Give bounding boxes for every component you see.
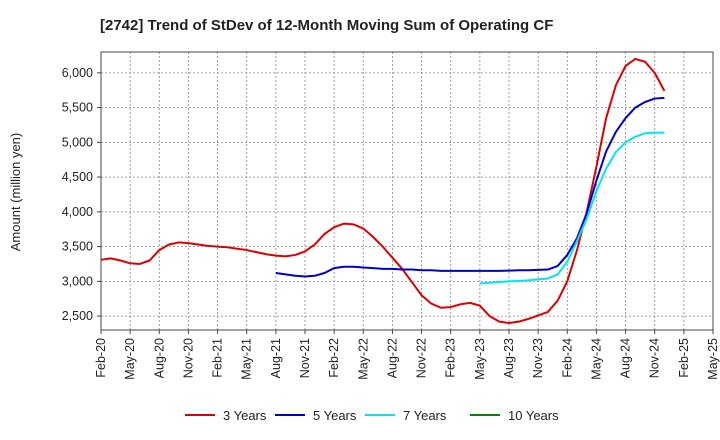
x-tick-label: Nov-24 [648, 338, 662, 378]
x-tick-label: Aug-24 [619, 338, 633, 378]
x-tick-label: May-22 [356, 338, 370, 380]
legend-label-7-years: 7 Years [403, 408, 447, 423]
x-tick-label: Feb-22 [327, 338, 341, 378]
y-tick-label: 4,500 [62, 170, 93, 184]
legend: 3 Years 5 Years 7 Years 10 Years [185, 408, 559, 423]
series-line-5-years [275, 96, 665, 278]
x-tick-label: Feb-21 [211, 338, 225, 378]
y-tick-label: 5,500 [62, 101, 93, 115]
y-tick-label: 3,500 [62, 240, 93, 254]
y-tick-label: 3,000 [62, 274, 93, 288]
x-tick-label: Nov-22 [415, 338, 429, 378]
x-tick-label: May-24 [589, 338, 603, 380]
plot-frame [100, 51, 714, 331]
x-tick-labels: Feb-20 May-20 Aug-20 Nov-20 Feb-21 May-21 Aug-… [94, 330, 720, 380]
y-tick-label: 5,000 [62, 135, 93, 149]
x-tick-label: Nov-23 [531, 338, 545, 378]
y-tick-label: 4,000 [62, 205, 93, 219]
x-tick-label: Aug-20 [152, 338, 166, 378]
x-tick-label: Aug-23 [502, 338, 516, 378]
x-tick-label: Feb-25 [677, 338, 691, 378]
legend-label-3-years: 3 Years [223, 408, 267, 423]
x-tick-label: Feb-23 [444, 338, 458, 378]
x-tick-label: May-25 [706, 338, 720, 380]
x-tick-label: May-21 [240, 338, 254, 380]
x-tick-label: Nov-21 [298, 338, 312, 378]
x-tick-label: Nov-20 [181, 338, 195, 378]
x-tick-label: Aug-21 [269, 338, 283, 378]
x-tick-label: Feb-20 [94, 338, 108, 378]
series-line-3-years [100, 57, 666, 325]
y-tick-label: 2,500 [62, 309, 93, 323]
legend-label-10-years: 10 Years [508, 408, 559, 423]
series-lines [100, 57, 666, 325]
chart-title: [2742] Trend of StDev of 12-Month Moving… [100, 17, 553, 34]
y-axis-label: Amount (million yen) [8, 133, 23, 252]
x-tick-label: Feb-24 [560, 338, 574, 378]
legend-label-5-years: 5 Years [313, 408, 357, 423]
x-tick-label: Aug-22 [385, 338, 399, 378]
y-tick-labels: 2,500 3,000 3,500 4,000 4,500 5,000 5,500 6,000 [62, 66, 101, 323]
x-tick-label: May-23 [473, 338, 487, 380]
series-line-7-years [479, 131, 665, 285]
y-tick-label: 6,000 [62, 66, 93, 80]
x-tick-label: May-20 [123, 338, 137, 380]
grid [100, 52, 714, 330]
